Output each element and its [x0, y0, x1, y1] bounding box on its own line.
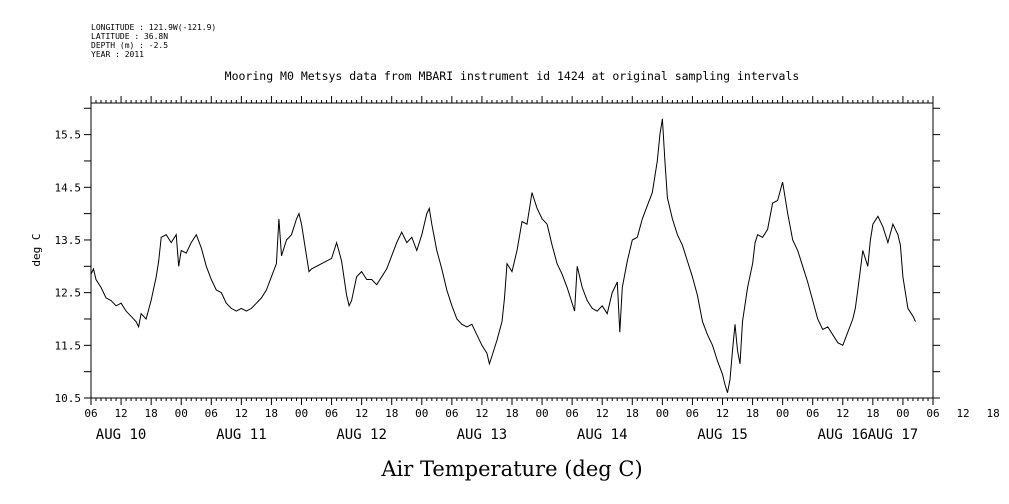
x-tick-labels: 06 12 18 00 06 12 18 00 06 12 18 00 06 12 18 00 06 12 18 00…	[84, 407, 1000, 420]
y-tick-label: 11.5	[55, 339, 82, 352]
axis-ticks	[84, 96, 940, 405]
x-tick-label: 00	[295, 407, 308, 420]
x-tick-label: 12	[716, 407, 729, 420]
x-tick-label: 12	[235, 407, 248, 420]
y-axis-label: deg C	[30, 233, 43, 266]
x-tick-label: 06	[566, 407, 579, 420]
y-tick-label: 14.5	[55, 181, 82, 194]
x-tick-label: 00	[175, 407, 188, 420]
x-tick-label: 18	[265, 407, 278, 420]
meta-latitude: LATITUDE : 36.8N	[91, 32, 168, 41]
day-label: AUG 17	[868, 427, 919, 443]
meta-year: YEAR : 2011	[91, 50, 144, 59]
x-tick-label: 18	[145, 407, 158, 420]
meta-depth: DEPTH (m) : -2.5	[91, 41, 168, 50]
x-tick-label: 00	[415, 407, 428, 420]
x-tick-label: 06	[325, 407, 338, 420]
day-labels: AUG 10 AUG 11 AUG 12 AUG 13 AUG 14 AUG 15 AUG …	[96, 427, 918, 443]
day-label: AUG 14	[577, 427, 628, 443]
x-tick-label: 12	[475, 407, 488, 420]
plot-frame	[90, 102, 934, 399]
x-tick-label: 12	[355, 407, 368, 420]
x-tick-label: 00	[535, 407, 548, 420]
x-tick-label: 12	[956, 407, 969, 420]
x-tick-label: 06	[806, 407, 819, 420]
y-tick-label: 12.5	[55, 287, 82, 300]
chart-title: Mooring M0 Metsys data from MBARI instru…	[225, 69, 800, 83]
y-tick-label: 13.5	[55, 234, 82, 247]
meta-longitude: LONGITUDE : 121.9W(-121.9)	[91, 23, 216, 32]
x-tick-label: 06	[686, 407, 699, 420]
x-tick-label: 00	[656, 407, 669, 420]
x-tick-label: 18	[626, 407, 639, 420]
x-tick-label: 18	[746, 407, 759, 420]
day-label: AUG 13	[457, 427, 508, 443]
x-tick-label: 06	[926, 407, 939, 420]
x-axis-label: Air Temperature (deg C)	[380, 457, 642, 481]
x-tick-label: 18	[385, 407, 398, 420]
x-tick-label: 06	[84, 407, 97, 420]
day-label: AUG 10	[96, 427, 147, 443]
x-tick-label: 00	[896, 407, 909, 420]
day-label: AUG 12	[336, 427, 387, 443]
day-label: AUG 15	[697, 427, 748, 443]
x-tick-label: 12	[836, 407, 849, 420]
x-tick-label: 18	[987, 407, 1000, 420]
x-tick-label: 06	[445, 407, 458, 420]
air-temperature-series	[90, 118, 916, 393]
y-tick-label: 10.5	[55, 392, 82, 405]
location-metadata: LONGITUDE : 121.9W(-121.9) LATITUDE : 36…	[91, 23, 216, 59]
y-tick-labels: 10.5 11.5 12.5 13.5 14.5 15.5	[55, 129, 82, 405]
y-tick-label: 15.5	[55, 129, 82, 142]
day-label: AUG 11	[216, 427, 267, 443]
x-tick-label: 06	[205, 407, 218, 420]
x-tick-label: 18	[505, 407, 518, 420]
x-tick-label: 12	[596, 407, 609, 420]
x-tick-label: 00	[776, 407, 789, 420]
x-tick-label: 18	[866, 407, 879, 420]
day-label: AUG 16	[817, 427, 868, 443]
x-tick-label: 12	[114, 407, 127, 420]
